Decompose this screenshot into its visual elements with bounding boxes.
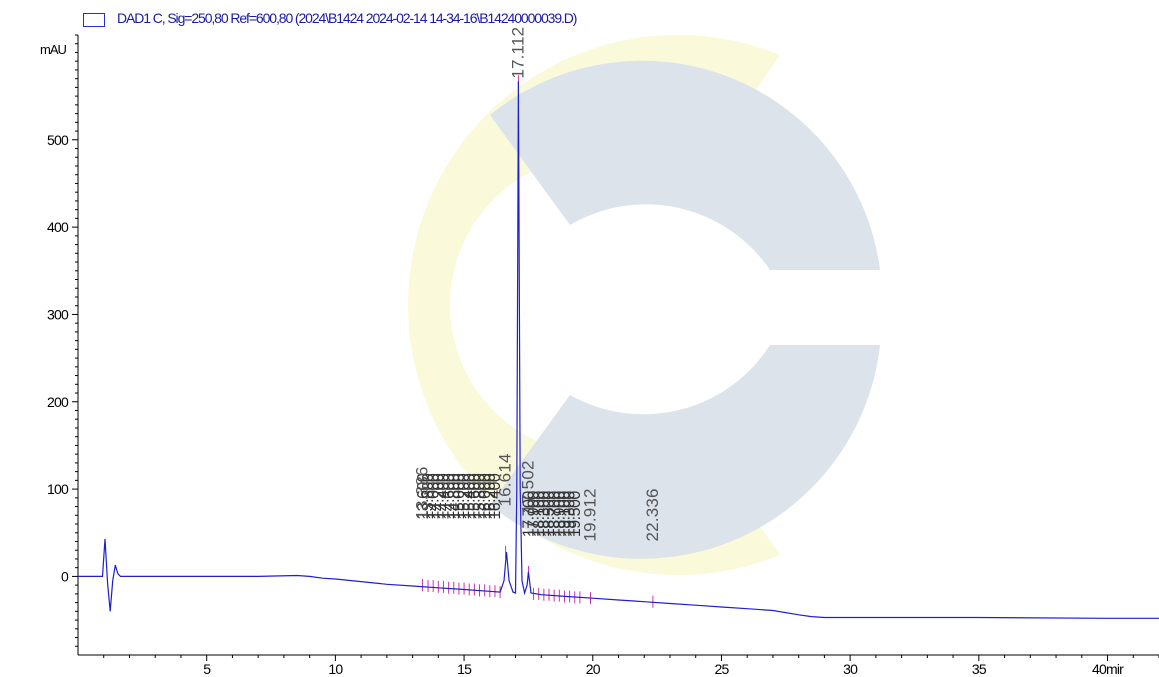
peak-label-crowded: 14.400 (436, 473, 453, 520)
peak-label-crowded: 16.400 (487, 473, 504, 520)
peak-label-crowded: 13.600 (415, 473, 432, 520)
x-tick-label: 35 (972, 661, 987, 677)
signal-trace (78, 81, 1159, 619)
watermark-logo (408, 34, 880, 575)
peak-label-crowded: 14.800 (446, 473, 463, 520)
peak-label-crowded: 14.600 (441, 473, 458, 520)
peak-label-crowded: 16.000 (477, 473, 494, 520)
peak-label-crowded: 19.500 (567, 491, 584, 538)
x-tick-label: 40mir (1092, 661, 1124, 677)
peak-label: 17.502 (518, 460, 537, 513)
peak-label-crowded: 15.800 (472, 473, 489, 520)
peak-label-crowded: 17.900 (526, 491, 543, 538)
peak-label-crowded: 18.500 (541, 491, 558, 538)
y-tick-label: 200 (47, 394, 69, 410)
x-tick-label: 30 (843, 661, 858, 677)
y-tick-label: 300 (47, 306, 69, 322)
y-axis-unit: mAU (40, 42, 67, 57)
peak-label: 13.386 (413, 466, 432, 519)
peak-label-crowded: 17.700 (521, 491, 538, 538)
peak-label: 17.112 (508, 27, 527, 79)
peak-label-crowded: 14.000 (425, 473, 442, 520)
peak-label-crowded: 19.100 (557, 491, 574, 538)
y-tick-label: 500 (47, 132, 69, 148)
peak-label: 16.614 (496, 453, 515, 506)
peak-label-crowded: 18.100 (531, 491, 548, 538)
peak-label-crowded: 16.200 (482, 473, 499, 520)
peak-label-crowded: 18.900 (551, 491, 568, 538)
peak-label-crowded: 15.000 (451, 473, 468, 520)
x-tick-label: 5 (203, 661, 211, 677)
y-tick-label: 0 (61, 568, 69, 584)
legend-label: DAD1 C, Sig=250,80 Ref=600,80 (2024\B142… (117, 10, 577, 26)
peak-label-crowded: 18.300 (536, 491, 553, 538)
peak-label-crowded: 15.400 (461, 473, 478, 520)
peak-label: 22.336 (643, 488, 662, 541)
peak-label: 19.912 (580, 488, 599, 541)
x-tick-label: 25 (714, 661, 729, 677)
x-tick-label: 15 (457, 661, 472, 677)
y-tick-label: 400 (47, 219, 69, 235)
x-tick-label: 20 (586, 661, 601, 677)
peak-label-crowded: 13.800 (420, 473, 437, 520)
peak-label-crowded: 15.600 (467, 473, 484, 520)
peak-label-crowded: 15.200 (456, 473, 473, 520)
y-tick-label: 100 (47, 481, 69, 497)
peak-label-crowded: 19.300 (562, 491, 579, 538)
legend-swatch (83, 13, 105, 27)
x-tick-label: 10 (328, 661, 343, 677)
peak-label-crowded: 14.200 (430, 473, 447, 520)
peak-label-crowded: 18.700 (546, 491, 563, 538)
